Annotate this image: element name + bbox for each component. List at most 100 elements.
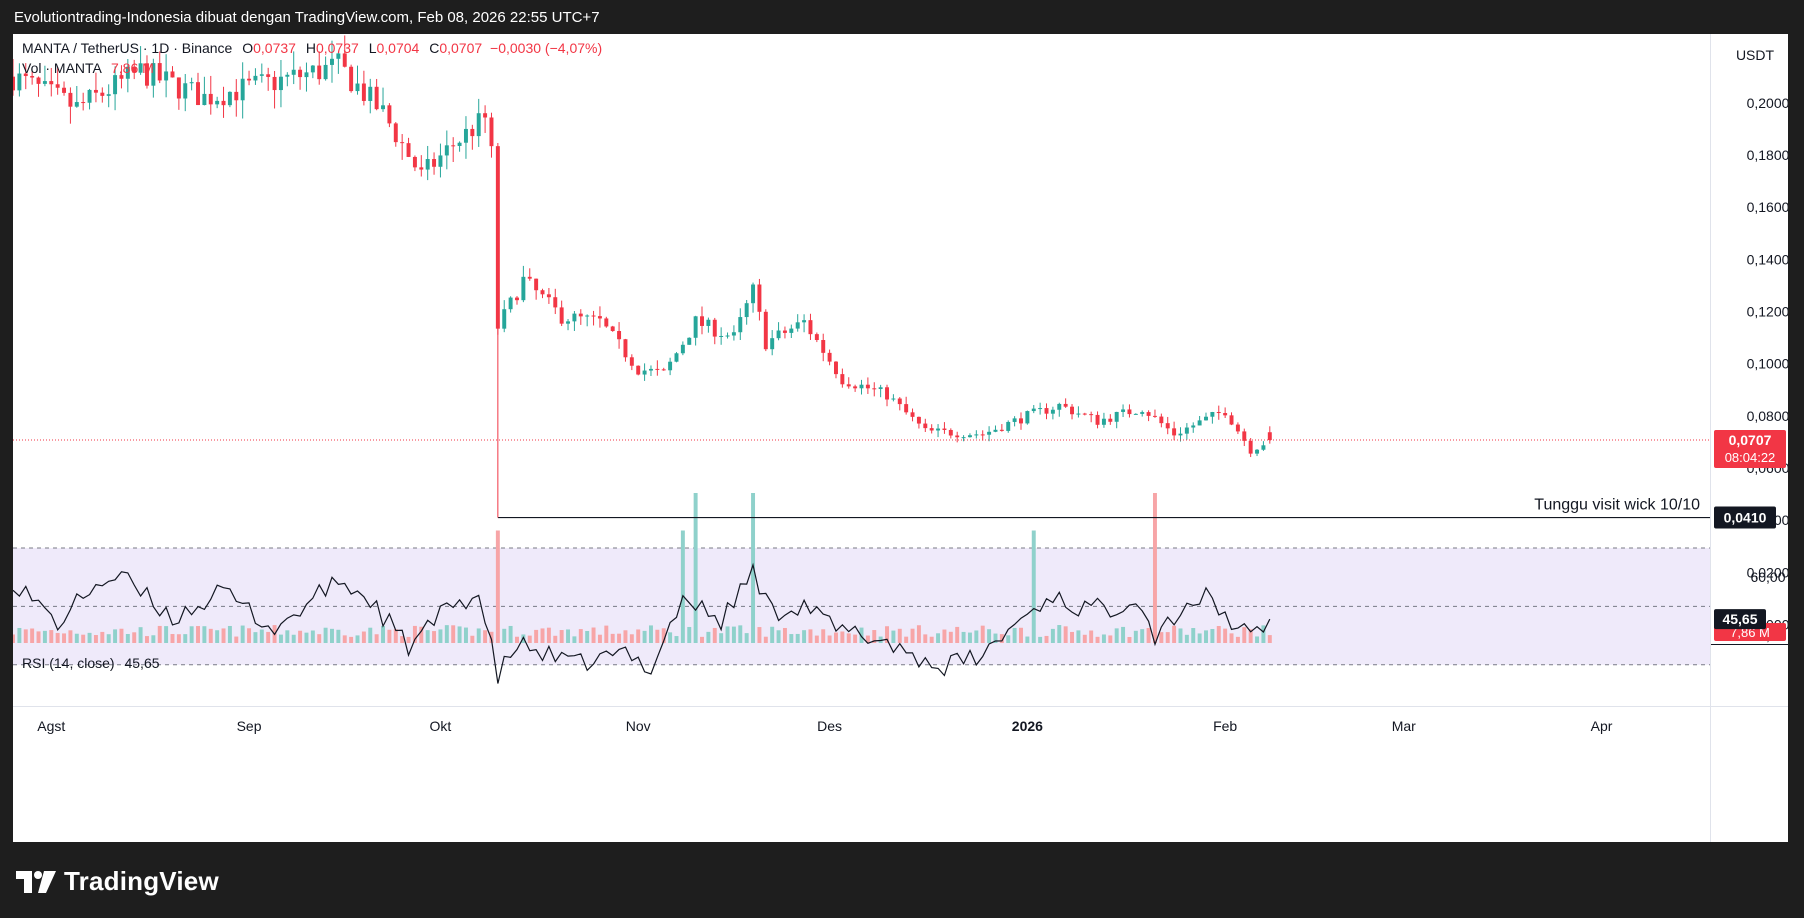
tradingview-logo[interactable]: TradingView bbox=[16, 866, 219, 897]
volume-bar bbox=[1152, 493, 1157, 643]
candle-body bbox=[157, 63, 162, 81]
volume-bar bbox=[585, 630, 590, 643]
candle-body bbox=[81, 102, 86, 104]
candle-body bbox=[1255, 449, 1260, 454]
candle-body bbox=[566, 321, 571, 324]
rsi-line bbox=[13, 562, 1271, 684]
volume-bar bbox=[62, 633, 67, 643]
candle-body bbox=[751, 284, 756, 304]
candle-body bbox=[1133, 413, 1138, 415]
volume-bar bbox=[763, 636, 768, 643]
volume-bar bbox=[559, 630, 564, 643]
candle-body bbox=[610, 326, 615, 332]
candle-body bbox=[125, 66, 130, 79]
candle-body bbox=[821, 340, 826, 353]
volume-bar bbox=[1197, 633, 1202, 643]
volume-bar bbox=[1210, 628, 1215, 643]
candle-body bbox=[463, 128, 468, 143]
volume-bar bbox=[81, 634, 86, 643]
candle-body bbox=[617, 331, 622, 340]
volume-bar bbox=[291, 634, 296, 643]
candle-body bbox=[374, 86, 379, 110]
chart-canvas[interactable]: 0,00000,02000,04000,06000,08000,10000,12… bbox=[13, 34, 1788, 842]
candle-body bbox=[840, 374, 845, 385]
candle-body bbox=[604, 318, 609, 327]
volume-bar bbox=[770, 626, 775, 643]
candle-body bbox=[425, 159, 430, 170]
volume-bar bbox=[361, 631, 366, 643]
volume-bar bbox=[412, 625, 417, 643]
volume-bar bbox=[23, 629, 28, 643]
candle-body bbox=[144, 63, 149, 86]
symbol-name[interactable]: MANTA / TetherUS · 1D · Binance bbox=[22, 40, 233, 56]
candle-body bbox=[1114, 411, 1119, 422]
volume-bar bbox=[572, 636, 577, 643]
rsi-legend[interactable]: RSI (14, close) 45,65 bbox=[22, 655, 160, 671]
volume-legend[interactable]: Vol · MANTA 7,86 M bbox=[22, 60, 154, 76]
candle-body bbox=[1095, 414, 1100, 425]
candle-body bbox=[916, 416, 921, 424]
candle-body bbox=[272, 76, 277, 91]
volume-label: Vol · MANTA bbox=[22, 60, 102, 76]
volume-bar bbox=[438, 629, 443, 643]
volume-bar bbox=[489, 631, 494, 643]
candle-body bbox=[585, 315, 590, 317]
candle-body bbox=[1229, 415, 1234, 425]
volume-bar bbox=[13, 634, 15, 643]
volume-bar bbox=[942, 629, 947, 643]
volume-bar bbox=[597, 634, 602, 643]
volume-bar bbox=[55, 632, 60, 643]
candle-body bbox=[1121, 409, 1126, 412]
candle-body bbox=[36, 77, 41, 84]
volume-bar bbox=[999, 634, 1004, 643]
volume-bar bbox=[355, 635, 360, 643]
candle-body bbox=[1197, 420, 1202, 426]
price-axis-tick: 0,1600 bbox=[1747, 199, 1788, 215]
candle-body bbox=[189, 82, 194, 84]
chart-panel[interactable]: 0,00000,02000,04000,06000,08000,10000,12… bbox=[13, 34, 1788, 842]
candle-body bbox=[572, 313, 577, 322]
candle-body bbox=[1031, 408, 1036, 412]
candle-body bbox=[891, 398, 896, 400]
candle-body bbox=[317, 65, 322, 80]
candle-body bbox=[470, 128, 475, 137]
volume-bar bbox=[610, 633, 615, 643]
candle-body bbox=[578, 313, 583, 317]
candle-body bbox=[74, 102, 79, 107]
volume-bar bbox=[502, 628, 507, 643]
candle-body bbox=[106, 94, 111, 96]
candle-body bbox=[693, 316, 698, 338]
volume-bar bbox=[846, 633, 851, 643]
date-axis-tick: Des bbox=[817, 718, 842, 734]
volume-bar bbox=[1261, 625, 1266, 643]
date-axis-tick: Mar bbox=[1392, 718, 1416, 734]
volume-bar bbox=[406, 636, 411, 643]
price-axis-tick: 0,1400 bbox=[1747, 251, 1788, 267]
volume-bar bbox=[208, 628, 213, 643]
chart-header-text: Evolutiontrading-Indonesia dibuat dengan… bbox=[14, 9, 600, 26]
volume-bar bbox=[1101, 634, 1106, 643]
volume-value: 7,86 M bbox=[110, 60, 154, 76]
volume-bar bbox=[636, 629, 641, 643]
candle-body bbox=[827, 352, 832, 362]
volume-bar bbox=[993, 633, 998, 643]
candle-body bbox=[853, 386, 858, 389]
price-axis-tick: 0,1800 bbox=[1747, 147, 1788, 163]
volume-bar bbox=[891, 630, 896, 643]
volume-bar bbox=[381, 625, 386, 643]
candle-body bbox=[1057, 403, 1062, 410]
volume-bar bbox=[623, 630, 628, 643]
volume-bar bbox=[1082, 634, 1087, 643]
volume-bar bbox=[1255, 636, 1260, 643]
symbol-legend[interactable]: MANTA / TetherUS · 1D · Binance O0,0737 … bbox=[22, 40, 602, 56]
countdown-label: 08:04:22 bbox=[1725, 450, 1776, 465]
candle-body bbox=[1235, 424, 1240, 432]
volume-bar bbox=[17, 627, 22, 643]
candle-body bbox=[30, 76, 35, 78]
candle-body bbox=[278, 76, 283, 91]
date-axis-tick: Nov bbox=[626, 718, 651, 734]
candle-body bbox=[974, 434, 979, 436]
volume-bar bbox=[1044, 635, 1049, 643]
volume-bar bbox=[642, 630, 647, 643]
candle-body bbox=[304, 72, 309, 78]
